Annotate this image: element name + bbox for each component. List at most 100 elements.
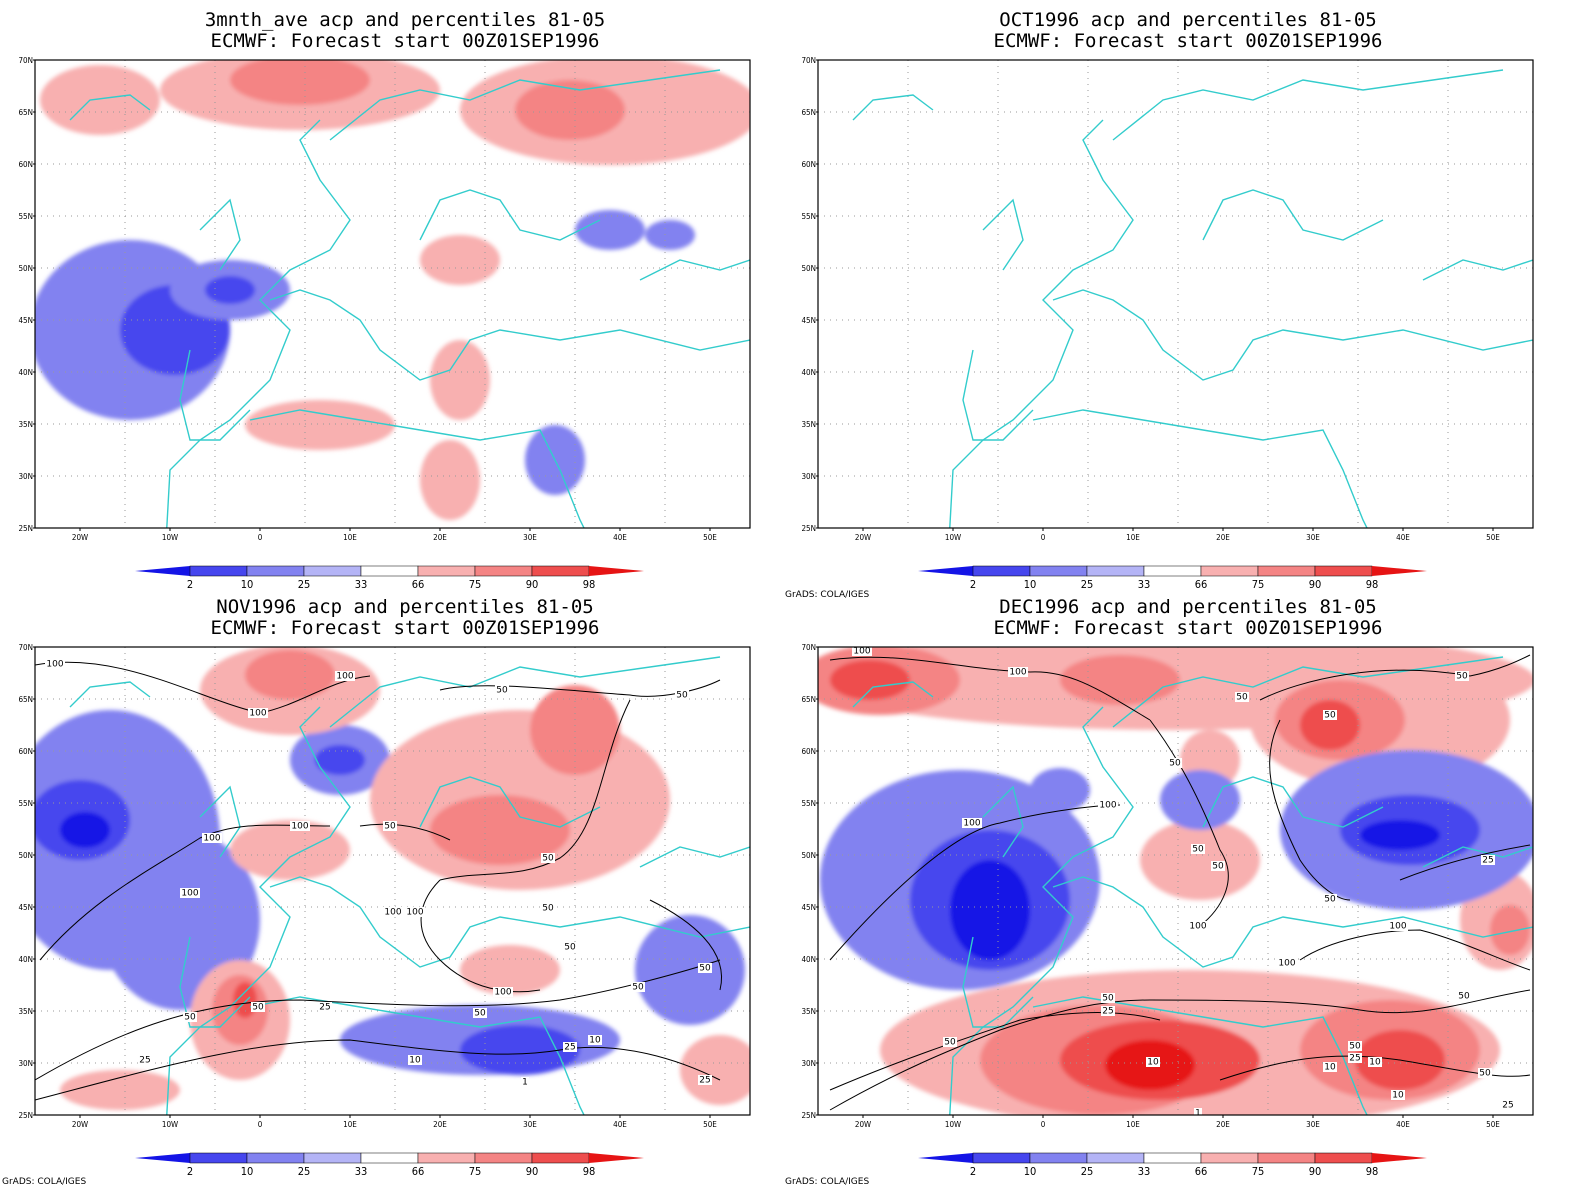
contour-label: 50: [474, 1009, 486, 1019]
lat-tick-label: 25N: [801, 1111, 816, 1120]
lat-tick-label: 25N: [18, 1111, 33, 1120]
lon-tick-label: 40E: [613, 1120, 627, 1129]
colorbar-segment: [303, 1152, 362, 1164]
coastline: [962, 349, 1034, 441]
lon-tick-label: 40E: [613, 533, 627, 542]
contour-label: 25: [1349, 1054, 1360, 1064]
shaded-region: [515, 80, 625, 140]
shaded-region: [420, 235, 500, 285]
shaded-region: [230, 60, 370, 105]
lon-tick-label: 10W: [162, 1120, 178, 1129]
colorbar-label: 10: [1024, 1165, 1037, 1178]
contour-label: 100: [181, 889, 198, 899]
contour-label: 100: [853, 647, 870, 657]
panel-subtitle: ECMWF: Forecast start 00Z01SEP1996: [993, 617, 1383, 639]
coastline: [962, 936, 1034, 1028]
coastline: [852, 681, 934, 708]
lat-tick-label: 40N: [18, 955, 33, 964]
lat-tick-label: 55N: [801, 212, 816, 221]
contour-line: [1399, 844, 1531, 881]
contour-label-bg: [631, 982, 645, 992]
contour-label: 100: [291, 822, 308, 832]
colorbar-label: 25: [1081, 578, 1094, 591]
colorbar-segment: [360, 1152, 419, 1164]
lon-tick-label: 20W: [72, 533, 88, 542]
contour-line: [35, 661, 371, 714]
contour-label-bg: [1194, 1108, 1202, 1115]
colorbar-segment: [1314, 565, 1373, 577]
colorbar-label: 75: [469, 578, 482, 591]
contour-label-bg: [405, 907, 425, 917]
contour-label-bg: [1008, 667, 1028, 677]
shaded-region: [1360, 820, 1440, 850]
contour-label-bg: [1481, 855, 1495, 865]
contour-label-bg: [1188, 921, 1208, 931]
map-frame: [34, 646, 751, 1116]
coastline: [179, 349, 251, 441]
contour-label-bg: [541, 903, 555, 913]
colorbar-label: 90: [526, 1165, 539, 1178]
contour-line: [829, 989, 1531, 1111]
lon-tick-label: 20W: [72, 1120, 88, 1129]
map-frame: [817, 59, 1534, 529]
contour-label-bg: [180, 888, 200, 898]
colorbar-segment: [531, 565, 590, 577]
contour-label: 100: [1278, 959, 1295, 969]
map-panel: 3mnth_ave acp and percentiles 81-05 ECMWF…: [0, 0, 798, 598]
lon-tick-label: 10E: [343, 533, 357, 542]
contour-label: 10: [1147, 1058, 1159, 1068]
lon-tick-label: 20E: [433, 533, 447, 542]
contour-line: [1259, 654, 1531, 701]
shaded-region: [680, 1035, 750, 1105]
coastline: [329, 656, 721, 728]
shaded-region: [315, 745, 365, 775]
contour-label-bg: [563, 1042, 577, 1052]
colorbar-segment: [531, 1152, 590, 1164]
shaded-region: [40, 65, 160, 135]
contour-label-bg: [1101, 1006, 1115, 1016]
contour-line: [439, 679, 721, 697]
lat-tick-label: 55N: [801, 799, 816, 808]
lat-tick-label: 50N: [801, 264, 816, 273]
contour-label: 100: [249, 709, 266, 719]
contour-label-bg: [1368, 1057, 1382, 1067]
contour-label-bg: [1455, 671, 1469, 681]
colorbar-segment: [189, 565, 248, 577]
lon-tick-label: 50E: [1486, 533, 1500, 542]
coastline: [639, 259, 750, 281]
contour-label-bg: [1323, 894, 1337, 904]
contour-label: 50: [1479, 1069, 1491, 1079]
contour-label: 100: [1009, 668, 1026, 678]
contour-label: 100: [494, 988, 511, 998]
contour-label: 50: [542, 904, 554, 914]
contour-label-bg: [962, 818, 982, 828]
coastline: [852, 94, 934, 121]
contour-label-bg: [1168, 758, 1182, 768]
coastline: [1052, 876, 1533, 968]
shaded-region: [1160, 770, 1240, 830]
contour-label: 50: [1458, 992, 1470, 1002]
contour-label: 25: [319, 1003, 330, 1013]
colorbar-label: 75: [1252, 1165, 1265, 1178]
colorbar-label: 66: [412, 1165, 425, 1178]
contour-label: 1: [1195, 1109, 1201, 1119]
colorbar-label: 25: [1081, 1165, 1094, 1178]
contour-label-bg: [1388, 921, 1408, 931]
colorbar-segment: [360, 565, 419, 577]
colorbar-segment: [417, 565, 476, 577]
contour-label-bg: [1235, 692, 1249, 702]
colorbar-segment: [474, 565, 533, 577]
lat-tick-label: 30N: [18, 1059, 33, 1068]
colorbar-label: 33: [1138, 1165, 1151, 1178]
lon-tick-label: 10E: [1126, 533, 1140, 542]
contour-label: 50: [252, 1003, 264, 1013]
colorbar-segment: [1257, 1152, 1316, 1164]
contour-label-bg: [335, 671, 355, 681]
panel-title: OCT1996 acp and percentiles 81-05: [999, 9, 1377, 31]
colorbar-label: 66: [412, 578, 425, 591]
contour-label-bg: [138, 1055, 152, 1065]
shaded-region: [1030, 768, 1090, 812]
coastline: [69, 681, 151, 708]
map-panel: NOV1996 acp and percentiles 81-05 ECMWF: …: [0, 587, 798, 1187]
lon-tick-label: 10W: [945, 533, 961, 542]
